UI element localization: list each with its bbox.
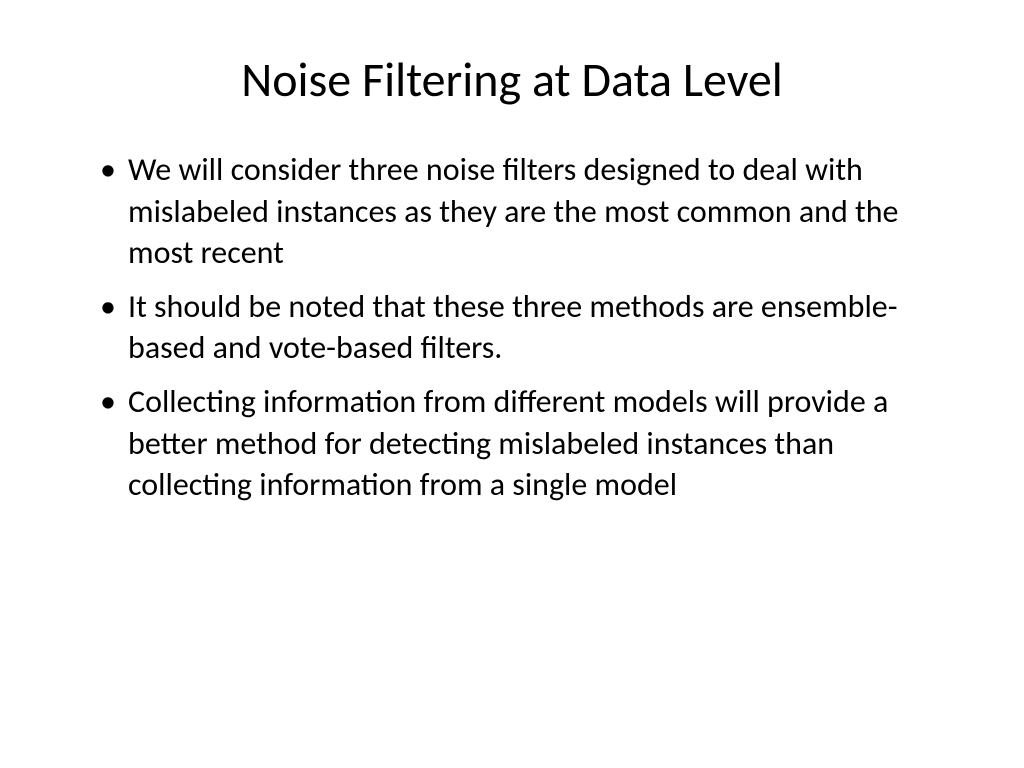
bullet-list: We will consider three noise filters des… (60, 149, 964, 506)
bullet-item: It should be noted that these three meth… (100, 286, 964, 369)
bullet-item: Collecting information from different mo… (100, 381, 964, 506)
slide-title: Noise Filtering at Data Level (60, 50, 964, 109)
bullet-item: We will consider three noise filters des… (100, 149, 964, 274)
